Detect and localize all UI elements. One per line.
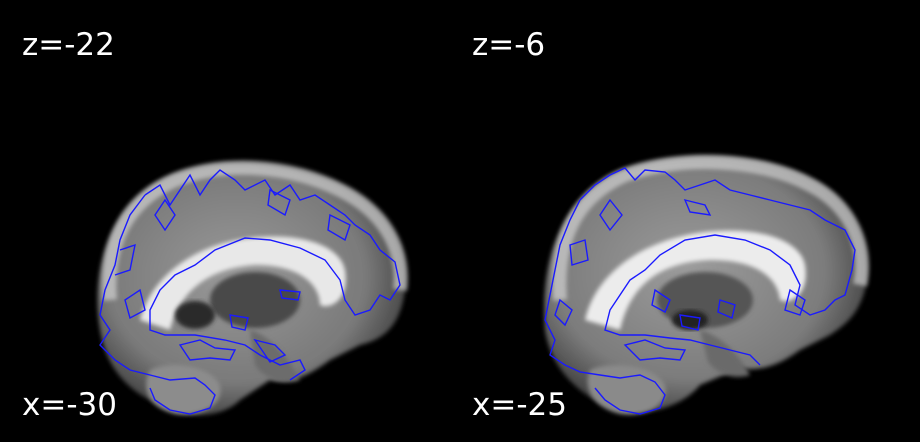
- corpus-callosum: [585, 230, 806, 330]
- x-coordinate-label: x=-25: [472, 387, 567, 423]
- ventricle: [175, 301, 215, 329]
- ventricle: [672, 310, 708, 330]
- roi-contour: [99, 169, 401, 415]
- cerebellum: [146, 365, 221, 415]
- z-coordinate-label: z=-22: [22, 27, 115, 63]
- brain-sagittal-image: [544, 155, 869, 415]
- brainstem: [250, 330, 300, 382]
- mri-slice-left: z=-22 x=-30: [22, 27, 408, 423]
- cortex-rim: [102, 160, 408, 301]
- mri-slice-right: z=-6 x=-25: [460, 0, 920, 442]
- thalamus-region: [210, 272, 300, 328]
- z-coordinate-label: z=-6: [472, 27, 546, 63]
- brain-sagittal-image: [97, 160, 408, 415]
- x-coordinate-label: x=-30: [22, 387, 117, 423]
- corpus-callosum: [140, 236, 346, 330]
- roi-contour: [544, 167, 856, 415]
- cortex-rim: [552, 155, 869, 301]
- brainstem: [700, 330, 750, 377]
